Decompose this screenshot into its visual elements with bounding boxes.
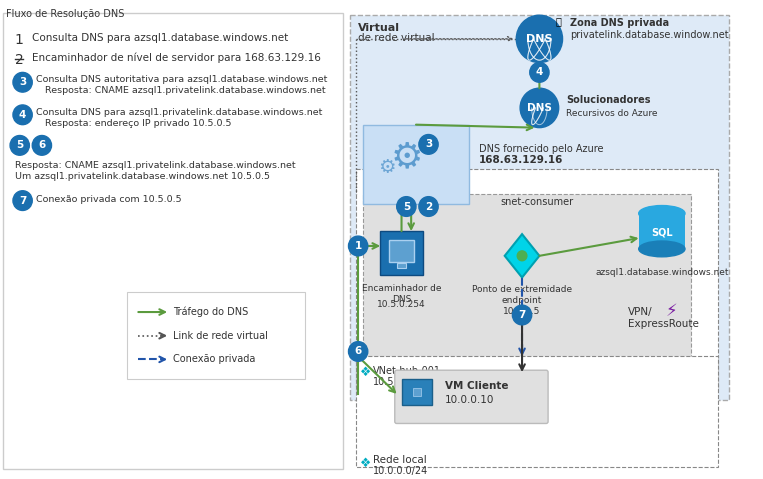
Circle shape bbox=[349, 342, 368, 361]
Ellipse shape bbox=[639, 205, 685, 221]
Text: azsql1.database.windows.net: azsql1.database.windows.net bbox=[595, 268, 729, 277]
Text: Um azsql1.privatelink.database.windows.net 10.5.0.5: Um azsql1.privatelink.database.windows.n… bbox=[15, 172, 270, 181]
Text: 4: 4 bbox=[19, 110, 26, 120]
Text: Fluxo de Resolução DNS: Fluxo de Resolução DNS bbox=[6, 9, 124, 19]
Text: Conexão privada com 10.5.0.5: Conexão privada com 10.5.0.5 bbox=[36, 194, 182, 204]
Circle shape bbox=[13, 105, 32, 125]
Circle shape bbox=[13, 191, 32, 210]
Text: 6: 6 bbox=[355, 346, 362, 356]
Text: VNet-hub-001: VNet-hub-001 bbox=[372, 366, 440, 376]
Text: Recursivos do Azure: Recursivos do Azure bbox=[566, 109, 658, 118]
Text: 4: 4 bbox=[536, 68, 543, 78]
FancyBboxPatch shape bbox=[127, 292, 305, 379]
Text: Consulta DNS para azsql1.database.windows.net: Consulta DNS para azsql1.database.window… bbox=[32, 33, 288, 43]
Text: DNS: DNS bbox=[527, 103, 552, 113]
Text: DNS fornecido pelo Azure: DNS fornecido pelo Azure bbox=[478, 144, 604, 154]
FancyBboxPatch shape bbox=[356, 169, 718, 390]
Text: 7: 7 bbox=[19, 195, 26, 205]
Text: ⚡: ⚡ bbox=[665, 302, 678, 320]
FancyBboxPatch shape bbox=[639, 214, 685, 249]
Text: Solucionadores: Solucionadores bbox=[566, 95, 651, 105]
Ellipse shape bbox=[639, 241, 685, 257]
Text: ❖: ❖ bbox=[360, 457, 372, 470]
FancyBboxPatch shape bbox=[413, 388, 421, 396]
FancyBboxPatch shape bbox=[3, 13, 343, 469]
Text: Link de rede virtual: Link de rede virtual bbox=[173, 331, 268, 341]
Text: Encaminhador de nível de servidor para 168.63.129.16: Encaminhador de nível de servidor para 1… bbox=[32, 53, 321, 63]
Text: snet-consumer: snet-consumer bbox=[500, 197, 573, 206]
Text: ⚙: ⚙ bbox=[378, 158, 396, 177]
Circle shape bbox=[13, 72, 32, 92]
Text: 10.5.0.5: 10.5.0.5 bbox=[504, 307, 541, 316]
Text: 5: 5 bbox=[403, 202, 410, 212]
Circle shape bbox=[520, 88, 559, 127]
Text: 3: 3 bbox=[425, 139, 432, 149]
Text: 7: 7 bbox=[518, 310, 526, 320]
Text: 10.5.0.0/24: 10.5.0.0/24 bbox=[372, 377, 428, 387]
Circle shape bbox=[419, 135, 438, 154]
Text: Consulta DNS autoritativa para azsql1.database.windows.net: Consulta DNS autoritativa para azsql1.da… bbox=[36, 75, 327, 84]
Circle shape bbox=[32, 136, 52, 155]
Circle shape bbox=[517, 15, 562, 63]
Circle shape bbox=[530, 63, 549, 82]
Text: 168.63.129.16: 168.63.129.16 bbox=[478, 155, 563, 165]
Text: de rede virtual: de rede virtual bbox=[358, 33, 435, 43]
Text: 🔒: 🔒 bbox=[555, 16, 562, 26]
Text: 10.0.0.10: 10.0.0.10 bbox=[445, 395, 494, 405]
Circle shape bbox=[397, 197, 416, 217]
Text: endpoint: endpoint bbox=[502, 296, 542, 305]
Circle shape bbox=[419, 197, 438, 217]
FancyBboxPatch shape bbox=[397, 262, 407, 268]
Text: 1: 1 bbox=[15, 33, 24, 47]
FancyBboxPatch shape bbox=[363, 194, 691, 369]
Text: Resposta: CNAME azsql1.privatelink.database.windows.net: Resposta: CNAME azsql1.privatelink.datab… bbox=[36, 86, 326, 95]
Text: 5: 5 bbox=[16, 140, 24, 150]
Circle shape bbox=[349, 236, 368, 256]
Text: 1: 1 bbox=[355, 241, 362, 251]
Text: Ponto de extremidade: Ponto de extremidade bbox=[472, 285, 572, 295]
FancyBboxPatch shape bbox=[389, 240, 414, 262]
Text: privatelink.database.window.net: privatelink.database.window.net bbox=[570, 30, 729, 40]
Circle shape bbox=[10, 136, 29, 155]
Text: ExpressRoute: ExpressRoute bbox=[628, 319, 699, 329]
Text: 2: 2 bbox=[425, 202, 432, 212]
FancyBboxPatch shape bbox=[363, 125, 469, 204]
Text: DNS: DNS bbox=[526, 34, 552, 44]
Text: Zona DNS privada: Zona DNS privada bbox=[570, 18, 669, 28]
Polygon shape bbox=[504, 234, 539, 277]
Text: Tráfego do DNS: Tráfego do DNS bbox=[173, 307, 248, 317]
FancyBboxPatch shape bbox=[350, 15, 729, 400]
FancyBboxPatch shape bbox=[356, 356, 718, 467]
Text: 6: 6 bbox=[38, 140, 46, 150]
Text: VM Cliente: VM Cliente bbox=[445, 381, 508, 391]
Circle shape bbox=[517, 251, 527, 261]
Text: ⚙: ⚙ bbox=[390, 140, 423, 174]
Text: Consulta DNS para azsql1.privatelink.database.windows.net: Consulta DNS para azsql1.privatelink.dat… bbox=[36, 108, 323, 117]
Text: 10.5.0.254: 10.5.0.254 bbox=[377, 300, 426, 309]
Text: 3: 3 bbox=[19, 77, 26, 87]
Text: 2: 2 bbox=[15, 53, 24, 67]
Text: SQL: SQL bbox=[651, 227, 673, 237]
Text: Conexão privada: Conexão privada bbox=[173, 354, 256, 365]
Text: Resposta: CNAME azsql1.privatelink.database.windows.net: Resposta: CNAME azsql1.privatelink.datab… bbox=[15, 161, 295, 170]
Text: Rede local: Rede local bbox=[372, 455, 427, 465]
Text: ❖: ❖ bbox=[360, 366, 372, 379]
FancyBboxPatch shape bbox=[401, 379, 433, 405]
Text: Resposta: endereço IP privado 10.5.0.5: Resposta: endereço IP privado 10.5.0.5 bbox=[36, 119, 232, 128]
Text: Virtual: Virtual bbox=[358, 23, 400, 33]
FancyBboxPatch shape bbox=[394, 370, 548, 423]
Circle shape bbox=[513, 305, 532, 325]
FancyBboxPatch shape bbox=[380, 231, 423, 274]
Text: 10.0.0.0/24: 10.0.0.0/24 bbox=[372, 466, 428, 476]
Text: VPN/: VPN/ bbox=[628, 307, 652, 317]
Text: Encaminhador de
DNS: Encaminhador de DNS bbox=[362, 285, 441, 304]
